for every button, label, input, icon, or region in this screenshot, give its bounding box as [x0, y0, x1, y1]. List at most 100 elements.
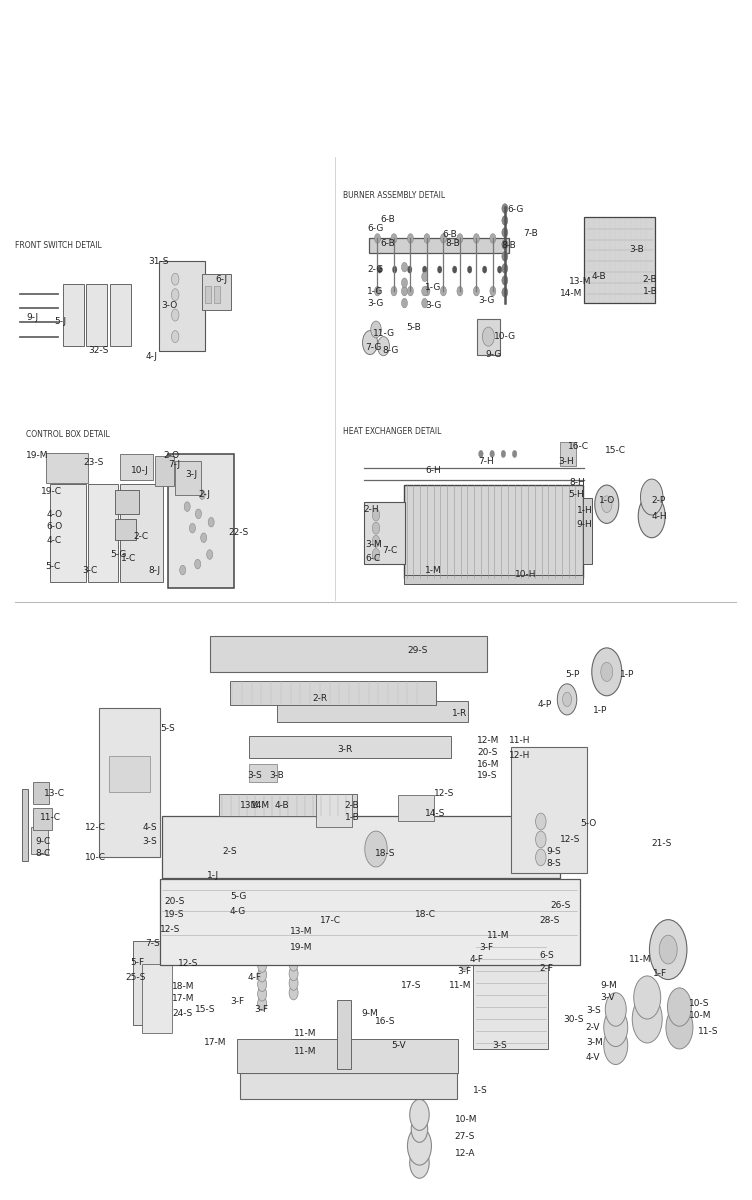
Circle shape [374, 287, 381, 296]
Text: 30-S: 30-S [563, 1014, 584, 1024]
Text: 2-O: 2-O [163, 451, 179, 460]
Circle shape [196, 509, 202, 518]
Text: 5-G: 5-G [111, 550, 127, 559]
Text: 5-F: 5-F [130, 959, 144, 967]
Text: 5-J: 5-J [54, 317, 66, 325]
Text: 4-G: 4-G [230, 907, 246, 916]
Circle shape [502, 252, 508, 262]
Circle shape [410, 1147, 429, 1178]
Circle shape [408, 1127, 432, 1165]
Text: 16-M: 16-M [478, 760, 499, 768]
Circle shape [171, 310, 179, 322]
Text: 10-C: 10-C [85, 853, 106, 862]
Circle shape [201, 533, 207, 542]
Text: 6-B: 6-B [381, 239, 396, 247]
FancyBboxPatch shape [559, 442, 576, 466]
Circle shape [502, 288, 508, 298]
Circle shape [490, 450, 494, 457]
Text: 2-V: 2-V [586, 1022, 600, 1032]
Circle shape [557, 684, 577, 715]
Text: 2-R: 2-R [312, 694, 327, 703]
Text: 8-B: 8-B [502, 241, 517, 250]
Text: 5-B: 5-B [407, 323, 421, 331]
Text: 13-M: 13-M [290, 928, 312, 936]
FancyBboxPatch shape [63, 284, 83, 346]
Circle shape [482, 266, 487, 274]
Text: 11-M: 11-M [629, 955, 652, 964]
Circle shape [535, 832, 546, 848]
Circle shape [459, 953, 470, 970]
Text: 4-F: 4-F [247, 973, 261, 982]
Text: 7-H: 7-H [478, 457, 493, 466]
Text: 23-S: 23-S [83, 458, 105, 467]
Text: FRONT SWITCH DETAIL: FRONT SWITCH DETAIL [15, 241, 102, 250]
FancyBboxPatch shape [32, 828, 48, 854]
Circle shape [171, 289, 179, 301]
FancyBboxPatch shape [47, 452, 87, 482]
Circle shape [632, 995, 663, 1043]
Text: 5-O: 5-O [580, 820, 596, 828]
Circle shape [634, 976, 661, 1019]
Text: 12-S: 12-S [177, 960, 198, 968]
FancyBboxPatch shape [99, 708, 160, 858]
Circle shape [502, 276, 508, 286]
Text: 19-C: 19-C [41, 486, 62, 496]
Text: 11-M: 11-M [293, 1046, 316, 1056]
FancyBboxPatch shape [162, 816, 559, 877]
Text: 11-S: 11-S [698, 1026, 719, 1036]
Text: 10-M: 10-M [689, 1010, 711, 1020]
Circle shape [362, 331, 378, 354]
Text: 1-G: 1-G [367, 287, 384, 295]
Text: 2-J: 2-J [199, 490, 211, 499]
Text: 32-S: 32-S [88, 347, 109, 355]
Circle shape [195, 559, 201, 569]
FancyBboxPatch shape [115, 490, 139, 514]
Circle shape [502, 228, 508, 238]
Circle shape [258, 986, 267, 1001]
Circle shape [258, 977, 267, 991]
Circle shape [289, 966, 298, 980]
Text: 1-R: 1-R [453, 709, 468, 719]
Text: 3-C: 3-C [82, 565, 98, 575]
Text: 18-S: 18-S [374, 850, 395, 858]
Circle shape [402, 263, 408, 272]
Text: 7-B: 7-B [523, 229, 538, 238]
Text: 20-S: 20-S [478, 748, 498, 756]
Text: 2-C: 2-C [133, 532, 148, 541]
Circle shape [595, 485, 619, 523]
Text: 3-J: 3-J [186, 469, 198, 479]
Text: 18-M: 18-M [172, 983, 195, 991]
Circle shape [171, 274, 179, 286]
Circle shape [231, 910, 237, 919]
Text: 19-S: 19-S [164, 911, 184, 919]
Text: 6-O: 6-O [47, 522, 62, 532]
Text: 3-G: 3-G [367, 299, 384, 307]
Text: 9-C: 9-C [35, 838, 50, 846]
Text: 3-S: 3-S [586, 1006, 601, 1015]
Circle shape [391, 287, 397, 296]
FancyBboxPatch shape [108, 756, 150, 792]
Text: 12-M: 12-M [478, 736, 499, 744]
FancyBboxPatch shape [168, 454, 234, 588]
Circle shape [668, 988, 691, 1026]
Text: 5-G: 5-G [230, 893, 246, 901]
Text: 4-F: 4-F [470, 955, 484, 964]
Circle shape [411, 1116, 428, 1142]
Circle shape [502, 240, 508, 250]
FancyBboxPatch shape [238, 1039, 459, 1073]
Text: 16-C: 16-C [568, 443, 589, 451]
FancyBboxPatch shape [205, 287, 211, 304]
Text: 29-S: 29-S [408, 646, 428, 655]
Text: 3-H: 3-H [558, 457, 574, 466]
Circle shape [408, 287, 414, 296]
Text: 3-G: 3-G [478, 296, 494, 305]
Circle shape [459, 931, 470, 948]
Text: 1-B: 1-B [344, 814, 359, 822]
FancyBboxPatch shape [86, 284, 107, 346]
Circle shape [372, 535, 380, 547]
Text: 5-C: 5-C [45, 562, 60, 571]
Text: 6-H: 6-H [426, 466, 441, 475]
Text: 1-J: 1-J [208, 871, 220, 880]
Text: 24-S: 24-S [172, 1008, 193, 1018]
Text: 22-S: 22-S [229, 528, 249, 538]
